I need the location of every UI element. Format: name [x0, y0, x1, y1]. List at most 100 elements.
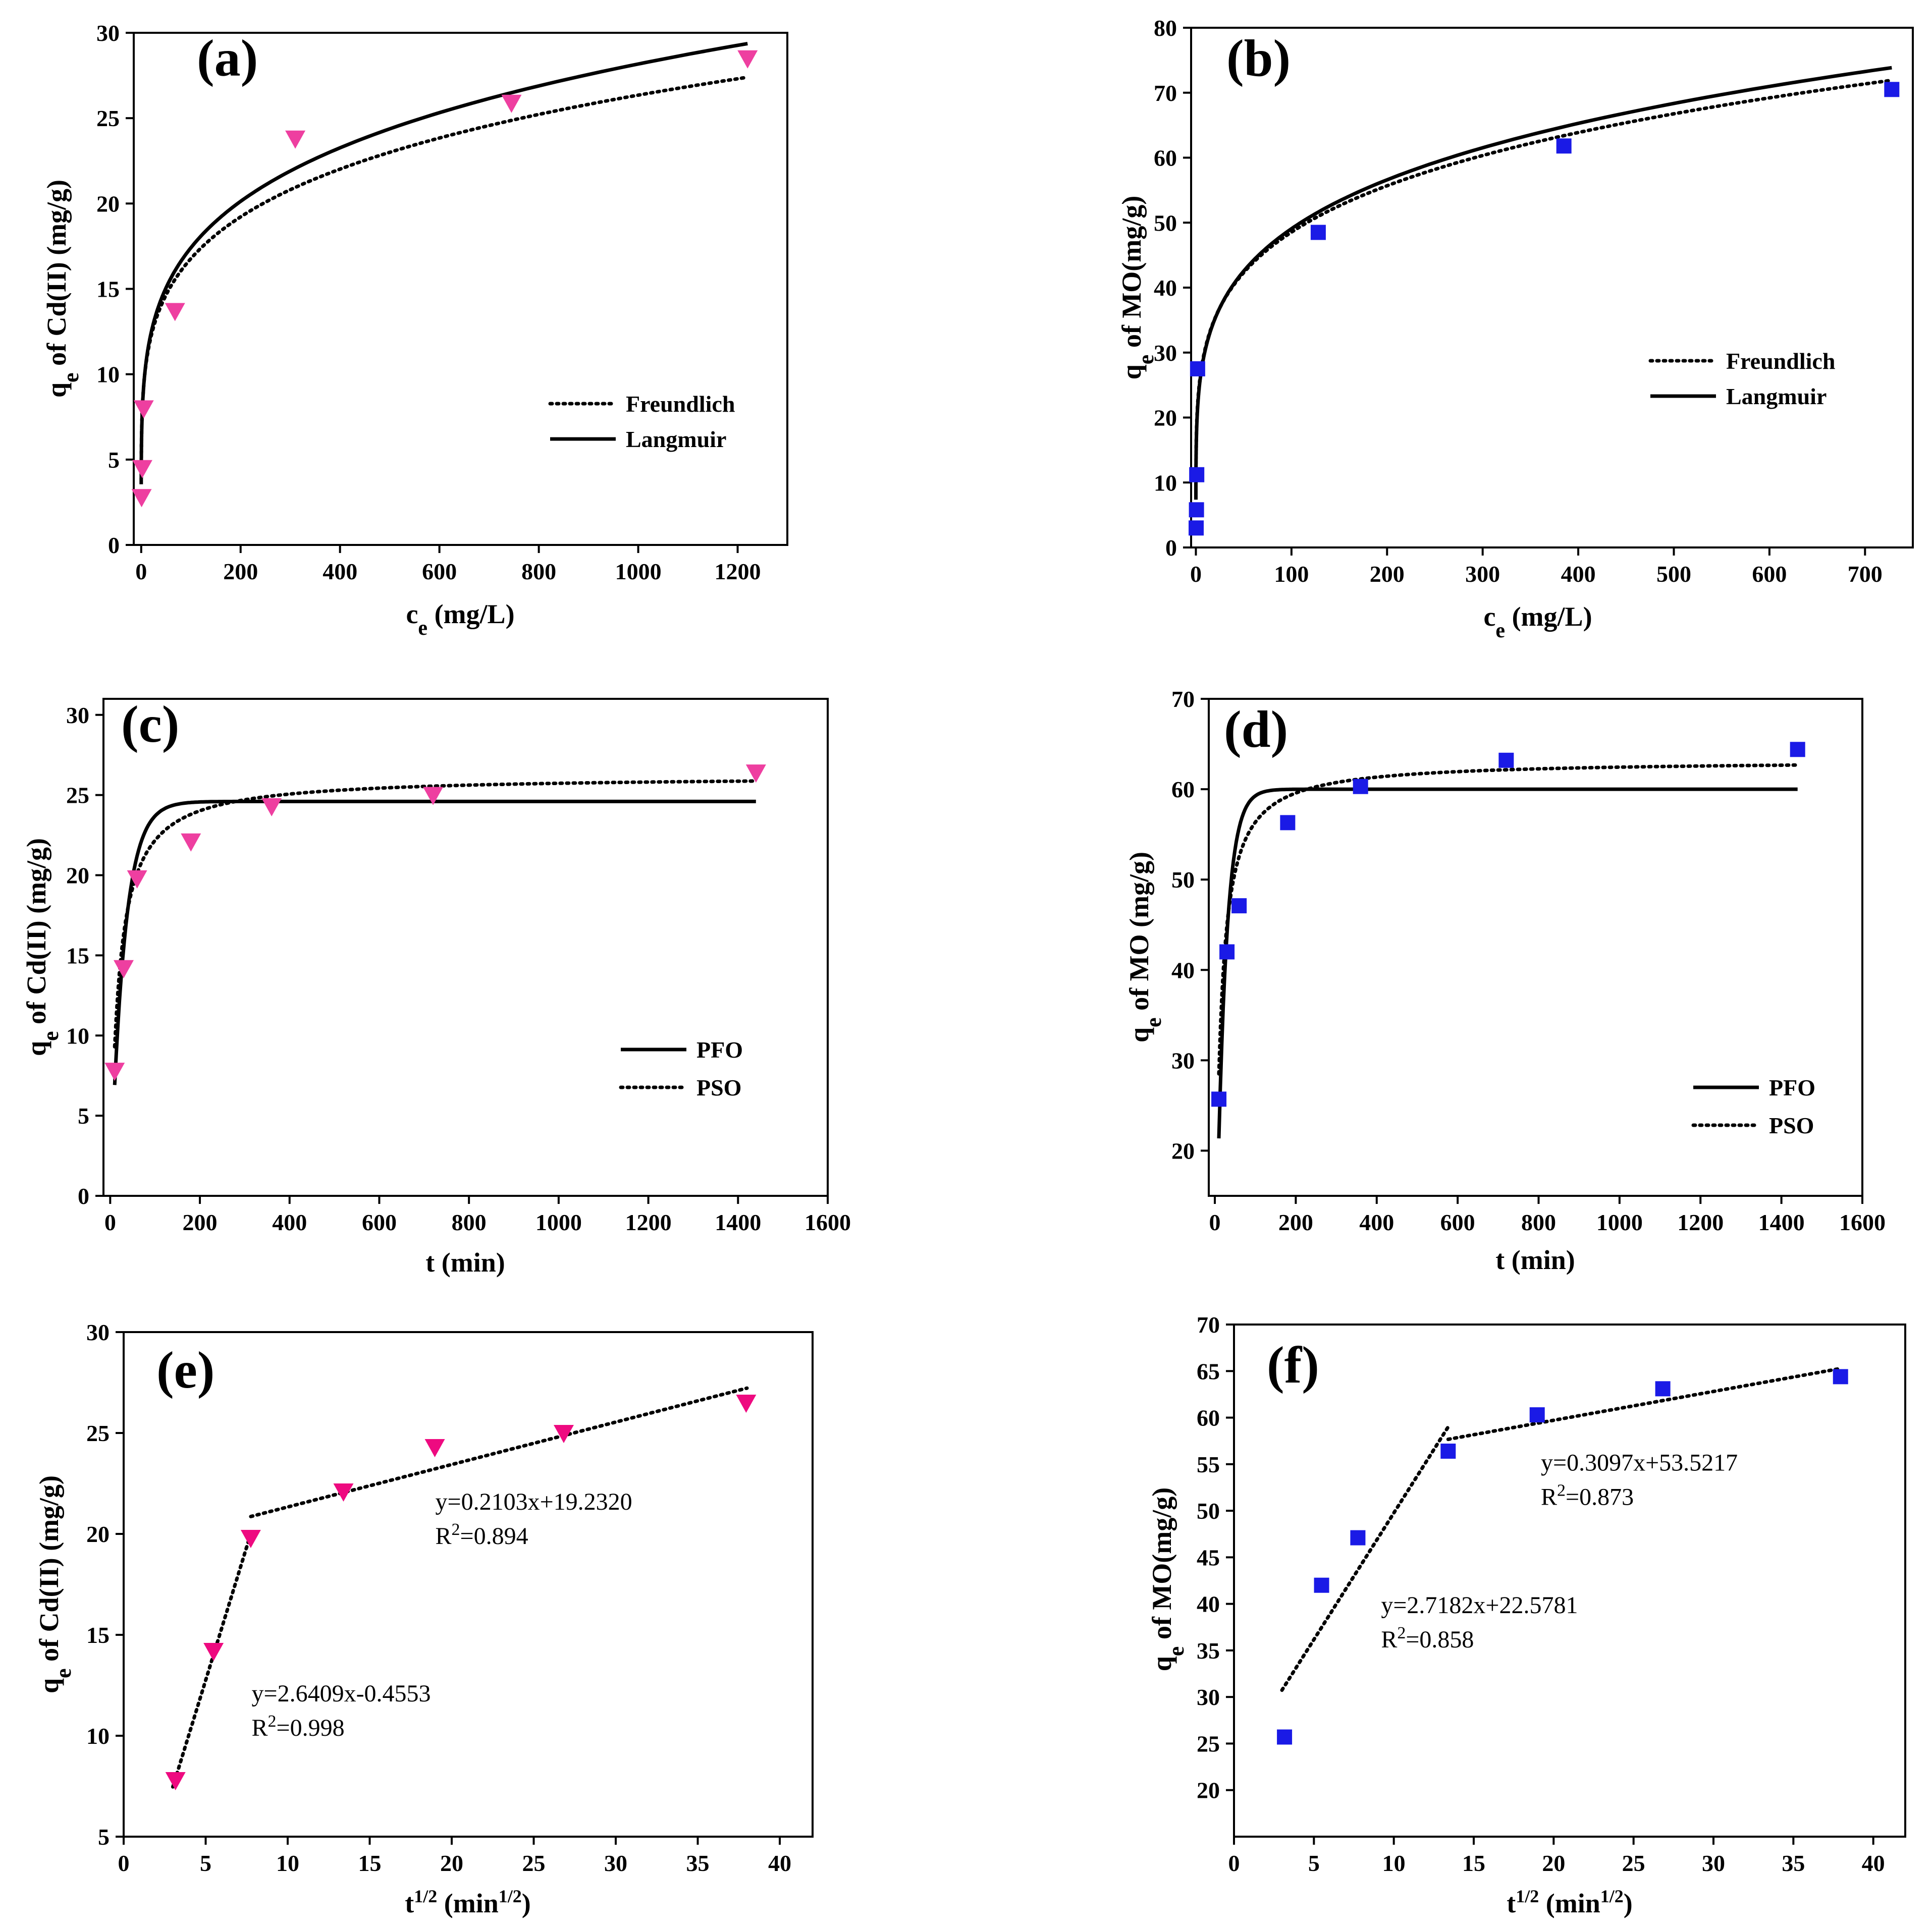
x-tick-label: 1600: [1839, 1209, 1886, 1235]
fit-r2: R2=0.998: [252, 1712, 345, 1742]
data-point: [1529, 1407, 1545, 1423]
data-point: [737, 50, 758, 69]
data-point: [285, 130, 306, 149]
data-point: [424, 1439, 445, 1457]
y-tick-label: 0: [108, 532, 120, 558]
y-tick-label: 30: [1171, 1048, 1195, 1073]
y-tick-label: 30: [86, 1319, 110, 1345]
x-tick-label: 20: [440, 1850, 463, 1876]
y-axis-title: qe of MO(mg/g): [1147, 1487, 1189, 1671]
y-tick-label: 20: [86, 1521, 110, 1547]
x-tick-label: 800: [521, 559, 556, 584]
fit-r2: R2=0.873: [1541, 1481, 1634, 1511]
fit-equation: y=2.6409x-0.4553: [252, 1680, 431, 1707]
plot-frame: [1233, 1324, 1906, 1838]
y-tick-label: 30: [1154, 340, 1177, 366]
y-tick-label: 30: [66, 702, 89, 728]
data-point: [423, 787, 444, 805]
x-tick-label: 15: [358, 1850, 382, 1876]
panel-label: (d): [1224, 700, 1288, 758]
x-axis-title: ce (mg/L): [1483, 601, 1592, 642]
y-tick-label: 0: [78, 1183, 89, 1209]
chart-panel-d: 0 200 400 600 800 1000 1200 1400 1600 20 30 40 50 60 7…: [1124, 686, 1886, 1275]
series-langmuir-line: [139, 41, 748, 484]
x-tick-label: 0: [135, 559, 147, 584]
x-tick-label: 15: [1462, 1850, 1485, 1876]
y-tick-label: 15: [86, 1622, 110, 1648]
y-tick-label: 80: [1154, 15, 1177, 41]
panel-label: (a): [197, 29, 258, 87]
x-tick-label: 400: [272, 1209, 307, 1235]
y-tick-label: 25: [1197, 1731, 1220, 1756]
legend-label: Langmuir: [1726, 383, 1827, 409]
x-tick-label: 1400: [1758, 1209, 1805, 1235]
y-tick-label: 50: [1197, 1498, 1220, 1524]
x-axis-title: t1/2 (min1/2): [405, 1886, 531, 1918]
x-tick-label: 800: [1521, 1209, 1556, 1235]
data-point: [131, 489, 152, 508]
x-tick-label: 5: [1308, 1850, 1320, 1876]
y-tick-label: 5: [78, 1103, 89, 1129]
data-point: [1790, 742, 1805, 757]
y-tick-label: 60: [1171, 777, 1195, 802]
x-tick-label: 0: [118, 1850, 130, 1876]
y-tick-label: 10: [66, 1023, 89, 1049]
data-point: [1314, 1577, 1329, 1593]
panel-label: (f): [1267, 1336, 1319, 1394]
data-point: [1833, 1369, 1848, 1385]
series-pso-line: [1217, 763, 1800, 1076]
y-axis-title: qe of MO (mg/g): [1124, 852, 1166, 1042]
data-point: [1280, 815, 1296, 831]
x-tick-label: 200: [1370, 561, 1405, 587]
x-tick-label: 10: [276, 1850, 299, 1876]
y-tick-label: 10: [1154, 470, 1177, 495]
x-tick-label: 100: [1274, 561, 1309, 587]
legend-label: Freundlich: [1726, 348, 1835, 374]
x-tick-label: 800: [452, 1209, 487, 1235]
x-tick-label: 40: [1862, 1850, 1885, 1876]
y-tick-label: 30: [1197, 1684, 1220, 1710]
x-tick-label: 30: [604, 1850, 627, 1876]
data-point: [1277, 1729, 1293, 1745]
y-tick-label: 20: [96, 191, 120, 216]
y-tick-label: 50: [1154, 210, 1177, 236]
y-tick-label: 70: [1154, 80, 1177, 106]
legend-label: Freundlich: [626, 391, 735, 417]
data-point: [745, 764, 766, 783]
y-axis-title: qe of MO(mg/g): [1116, 196, 1158, 379]
x-axis-title: t (min): [1495, 1245, 1575, 1275]
fit-equation: y=2.7182x+22.5781: [1381, 1592, 1578, 1619]
data-point: [127, 870, 147, 889]
legend-label: PFO: [696, 1037, 743, 1063]
chart-panel-c: 0 200 400 600 800 1000 1200 1400 1600 0 5 10 15 20 25 3…: [21, 695, 851, 1278]
data-point: [181, 833, 201, 852]
data-point: [165, 303, 185, 321]
y-tick-label: 50: [1171, 867, 1195, 893]
x-tick-label: 0: [104, 1209, 116, 1235]
data-point: [1556, 138, 1572, 154]
data-point: [203, 1643, 224, 1661]
x-axis-title: t1/2 (min1/2): [1507, 1886, 1633, 1918]
fit-equation: y=0.3097x+53.5217: [1541, 1450, 1738, 1476]
y-tick-label: 40: [1154, 275, 1177, 301]
x-tick-label: 600: [422, 559, 457, 584]
plot-frame: [102, 698, 829, 1197]
x-tick-label: 1000: [615, 559, 662, 584]
y-tick-label: 40: [1171, 957, 1195, 983]
x-tick-label: 300: [1465, 561, 1500, 587]
data-point: [736, 1395, 757, 1413]
data-point: [113, 960, 134, 978]
data-point: [1189, 467, 1205, 482]
y-tick-label: 15: [66, 943, 89, 968]
legend-label: PFO: [1769, 1075, 1815, 1100]
chart-panel-b: 0 100 200 300 400 500 600 700 0 10 20 30 40 50 60 70 80 (…: [1116, 15, 1914, 642]
x-tick-label: 0: [1209, 1209, 1221, 1235]
x-tick-label: 400: [1561, 561, 1596, 587]
series-fit-1-line: [171, 1532, 253, 1789]
x-tick-label: 200: [183, 1209, 218, 1235]
panel-label: (c): [121, 695, 179, 753]
plot-frame: [123, 1331, 814, 1838]
y-tick-label: 60: [1197, 1405, 1220, 1431]
x-axis-title: ce (mg/L): [406, 599, 514, 640]
